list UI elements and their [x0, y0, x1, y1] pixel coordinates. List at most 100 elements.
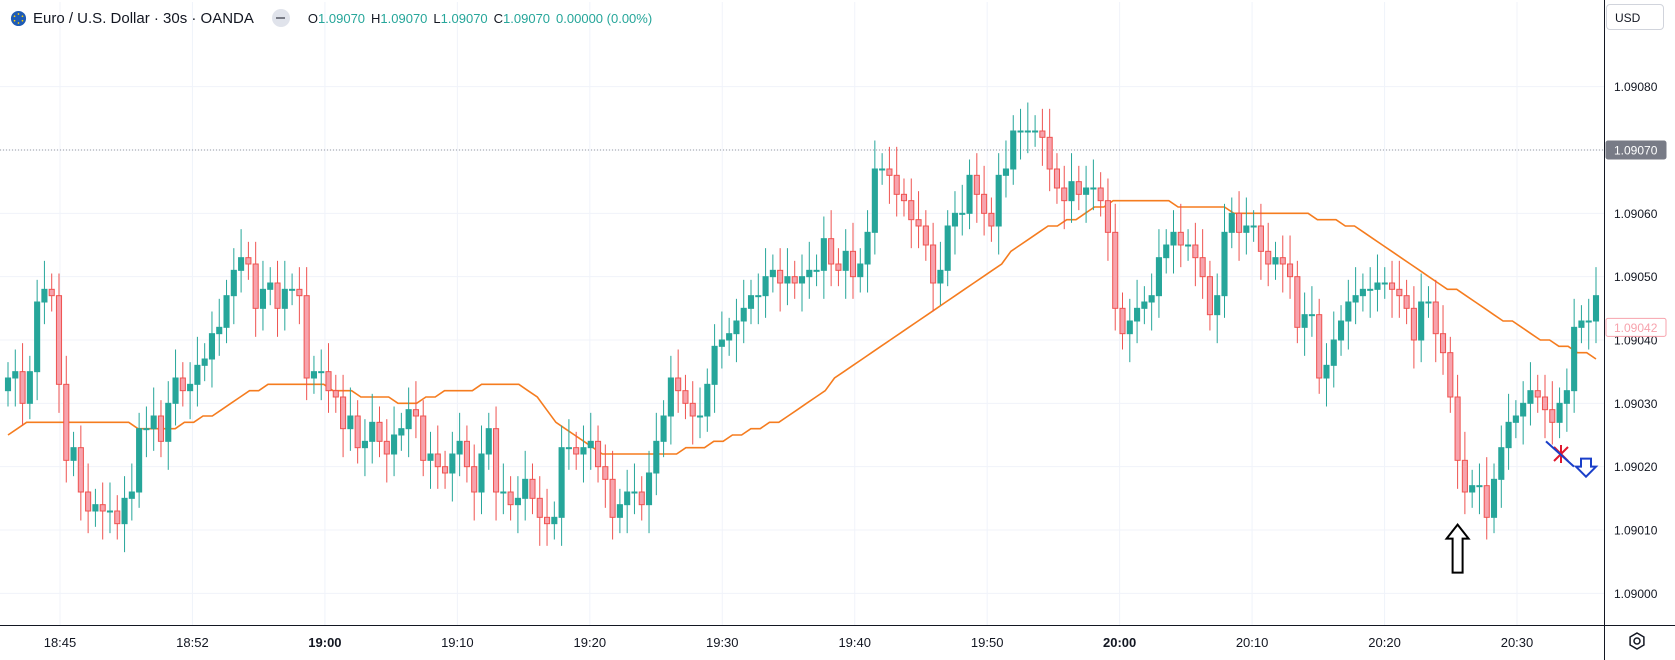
candle-body	[1221, 231, 1228, 297]
candle	[1578, 305, 1585, 344]
ma-price-badge: 1.09042	[1605, 317, 1667, 337]
candle	[48, 273, 55, 312]
candle-body	[1199, 257, 1206, 278]
symbol-title[interactable]: Euro / U.S. Dollar · 30s · OANDA	[33, 9, 254, 27]
candle-body	[995, 174, 1002, 227]
y-tick-label: 1.09080	[1614, 80, 1658, 94]
candle	[281, 260, 288, 331]
candle-body	[449, 453, 456, 474]
x-tick-label: 20:10	[1236, 635, 1269, 650]
candle	[179, 362, 186, 407]
candle-body	[1388, 282, 1396, 290]
y-tick-label: 1.09050	[1614, 270, 1658, 284]
candle-body	[354, 415, 361, 449]
candle	[1367, 267, 1374, 318]
candle-body	[1330, 339, 1337, 366]
candle	[1403, 279, 1410, 325]
change-value: 0.00000 (0.00%)	[556, 10, 653, 26]
candle-body	[696, 415, 704, 418]
candle	[959, 184, 966, 236]
candle-body	[55, 295, 63, 385]
candle	[937, 241, 944, 306]
candle-body	[1571, 326, 1578, 392]
open-key: O	[307, 10, 319, 26]
candle	[1316, 298, 1323, 394]
candle	[106, 482, 114, 534]
candle-body	[1469, 485, 1476, 493]
candle-body	[864, 231, 871, 265]
settings-icon[interactable]	[1626, 630, 1648, 652]
candle	[310, 355, 317, 394]
candle-body	[1301, 314, 1308, 328]
candle-body	[959, 212, 966, 215]
candle	[427, 431, 434, 489]
candle-body	[922, 225, 929, 246]
candle	[187, 362, 194, 420]
candle	[128, 463, 135, 521]
candle	[922, 210, 929, 261]
candle	[704, 368, 711, 432]
candle-body	[369, 421, 376, 442]
collapse-legend-button[interactable]	[271, 9, 290, 27]
candle	[1381, 267, 1388, 299]
candle-body	[500, 491, 507, 494]
candle	[1243, 197, 1250, 255]
candle-body	[1585, 320, 1592, 323]
candle	[1068, 153, 1075, 223]
candle	[296, 267, 303, 325]
ma-price-badge-box	[1605, 317, 1667, 337]
currency-select[interactable]: USD	[1606, 4, 1664, 30]
candle	[1454, 374, 1461, 489]
candle-body	[1257, 225, 1264, 252]
open-value: 1.09070	[318, 10, 366, 26]
candle-body	[1447, 352, 1454, 398]
candle-body	[442, 466, 449, 474]
candle	[981, 165, 988, 236]
candle	[1541, 374, 1549, 439]
candle	[645, 450, 653, 534]
candle-body	[1316, 314, 1323, 379]
candle-body	[157, 415, 165, 442]
candle	[1505, 393, 1512, 470]
candle	[1483, 457, 1490, 540]
x-tick-label: 19:10	[441, 635, 474, 650]
candle-body	[565, 447, 572, 450]
candle-body	[165, 402, 172, 442]
candle-body	[1374, 282, 1381, 290]
candle-body	[908, 200, 915, 221]
candle-body	[19, 371, 26, 404]
candle	[551, 501, 558, 540]
candle	[1002, 140, 1010, 198]
candle-body	[1345, 301, 1352, 322]
candle	[820, 216, 827, 299]
candle	[769, 254, 776, 293]
candle-body	[1170, 231, 1177, 246]
x-tick-label: 18:52	[176, 635, 209, 650]
candle-body	[274, 282, 281, 309]
candle	[150, 387, 157, 451]
y-tick-label: 1.09040	[1614, 334, 1658, 348]
candle-body	[522, 478, 529, 499]
candle	[1126, 298, 1133, 363]
candle	[1512, 400, 1519, 439]
candle-body	[777, 269, 784, 284]
candle	[653, 412, 660, 496]
candle	[318, 349, 325, 401]
candle	[602, 444, 609, 508]
candle-body	[1046, 136, 1053, 170]
candle-body	[667, 377, 674, 417]
candle-body	[1323, 364, 1330, 379]
candle	[806, 241, 813, 299]
candle	[1345, 279, 1352, 350]
candle-body	[820, 238, 827, 271]
candle-body	[208, 333, 216, 360]
candle	[718, 311, 725, 369]
candle	[500, 463, 507, 515]
candle	[631, 463, 638, 515]
candle	[1221, 203, 1228, 318]
moving-average-line	[7, 199, 1597, 455]
candle	[791, 260, 798, 299]
candle-body	[1403, 295, 1410, 309]
candle-body	[1425, 301, 1432, 304]
